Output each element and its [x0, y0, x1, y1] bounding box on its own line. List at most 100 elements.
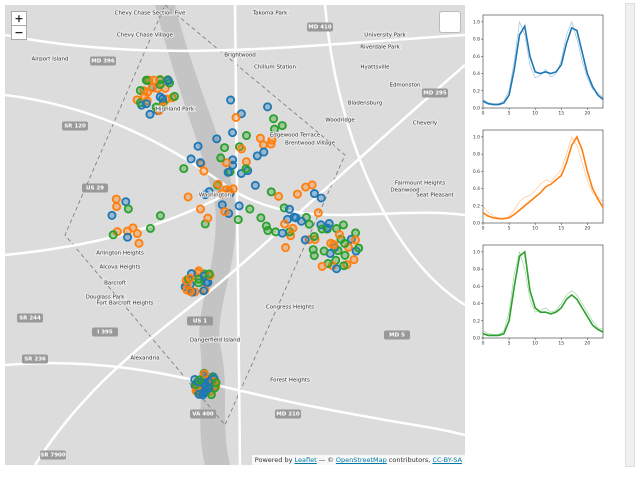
marker[interactable]	[245, 204, 255, 214]
marker[interactable]	[203, 213, 213, 223]
zoom-out-button[interactable]: −	[11, 25, 27, 40]
marker[interactable]	[199, 166, 209, 176]
marker[interactable]	[134, 238, 144, 248]
marker[interactable]	[132, 229, 142, 239]
marker[interactable]	[147, 83, 157, 93]
marker[interactable]	[194, 389, 204, 399]
marker[interactable]	[242, 131, 252, 141]
marker[interactable]	[220, 143, 230, 153]
marker[interactable]	[217, 189, 227, 199]
marker[interactable]	[233, 215, 243, 225]
marker[interactable]	[195, 158, 205, 168]
marker[interactable]	[288, 223, 298, 233]
marker[interactable]	[241, 157, 251, 167]
marker[interactable]	[145, 109, 155, 119]
marker[interactable]	[221, 158, 231, 168]
marker[interactable]	[212, 134, 222, 144]
marker[interactable]	[332, 264, 342, 274]
marker[interactable]	[252, 151, 262, 161]
marker[interactable]	[292, 189, 302, 199]
marker[interactable]	[123, 232, 133, 242]
marker[interactable]	[307, 180, 317, 190]
marker[interactable]	[194, 375, 204, 385]
marker[interactable]	[185, 273, 195, 283]
marker[interactable]	[194, 278, 204, 288]
map[interactable]: Chevy Chase Section Five Takoma Park Brigh…	[5, 5, 465, 465]
marker[interactable]	[309, 231, 319, 241]
marker[interactable]	[193, 141, 203, 151]
marker[interactable]	[185, 287, 195, 297]
marker[interactable]	[338, 220, 348, 230]
marker[interactable]	[266, 139, 276, 149]
marker[interactable]	[199, 369, 209, 379]
marker[interactable]	[308, 245, 318, 255]
marker[interactable]	[291, 213, 301, 223]
marker[interactable]	[228, 128, 238, 138]
marker[interactable]	[204, 269, 214, 279]
marker[interactable]	[216, 153, 226, 163]
marker[interactable]	[339, 261, 349, 271]
marker[interactable]	[324, 219, 334, 229]
marker[interactable]	[128, 223, 138, 233]
marker[interactable]	[163, 76, 173, 86]
marker[interactable]	[280, 219, 290, 229]
marker[interactable]	[194, 266, 204, 276]
marker[interactable]	[334, 230, 344, 240]
marker[interactable]	[186, 154, 196, 164]
attribution-link[interactable]: Leaflet	[294, 456, 317, 464]
marker[interactable]	[317, 261, 327, 271]
marker[interactable]	[351, 228, 361, 238]
marker[interactable]	[141, 99, 151, 109]
marker[interactable]	[284, 204, 294, 214]
marker[interactable]	[158, 102, 168, 112]
marker[interactable]	[211, 378, 221, 388]
marker[interactable]	[274, 191, 284, 201]
marker[interactable]	[277, 228, 287, 238]
marker[interactable]	[183, 192, 193, 202]
marker[interactable]	[155, 211, 165, 221]
marker[interactable]	[329, 240, 339, 250]
marker[interactable]	[195, 204, 205, 214]
marker[interactable]	[313, 208, 323, 218]
marker[interactable]	[269, 124, 279, 134]
marker[interactable]	[319, 246, 329, 256]
marker[interactable]	[281, 243, 291, 253]
marker[interactable]	[121, 197, 131, 207]
marker[interactable]	[107, 210, 117, 220]
marker[interactable]	[340, 238, 350, 248]
marker[interactable]	[277, 121, 287, 131]
marker[interactable]	[231, 112, 241, 122]
marker[interactable]	[256, 213, 266, 223]
marker[interactable]	[269, 114, 279, 124]
marker[interactable]	[220, 207, 230, 217]
marker[interactable]	[349, 255, 359, 265]
marker[interactable]	[350, 235, 360, 245]
marker[interactable]	[141, 75, 151, 85]
marker[interactable]	[354, 243, 364, 253]
marker[interactable]	[304, 219, 314, 229]
marker[interactable]	[226, 95, 236, 105]
marker[interactable]	[263, 226, 273, 236]
marker[interactable]	[204, 187, 214, 197]
marker[interactable]	[234, 201, 244, 211]
marker[interactable]	[259, 147, 269, 157]
marker[interactable]	[333, 246, 343, 256]
marker[interactable]	[108, 230, 118, 240]
marker[interactable]	[317, 224, 327, 234]
marker[interactable]	[340, 250, 350, 260]
marker[interactable]	[200, 381, 210, 391]
marker[interactable]	[158, 94, 168, 104]
marker[interactable]	[309, 189, 319, 199]
marker[interactable]	[199, 286, 209, 296]
zoom-in-button[interactable]: +	[11, 11, 27, 26]
marker[interactable]	[179, 164, 189, 174]
layer-control[interactable]	[439, 11, 461, 33]
marker[interactable]	[213, 179, 223, 189]
marker[interactable]	[250, 180, 260, 190]
marker[interactable]	[155, 80, 165, 90]
marker[interactable]	[111, 194, 121, 204]
scrollbar[interactable]	[625, 3, 635, 467]
marker[interactable]	[316, 193, 326, 203]
marker[interactable]	[255, 133, 265, 143]
marker[interactable]	[169, 91, 179, 101]
